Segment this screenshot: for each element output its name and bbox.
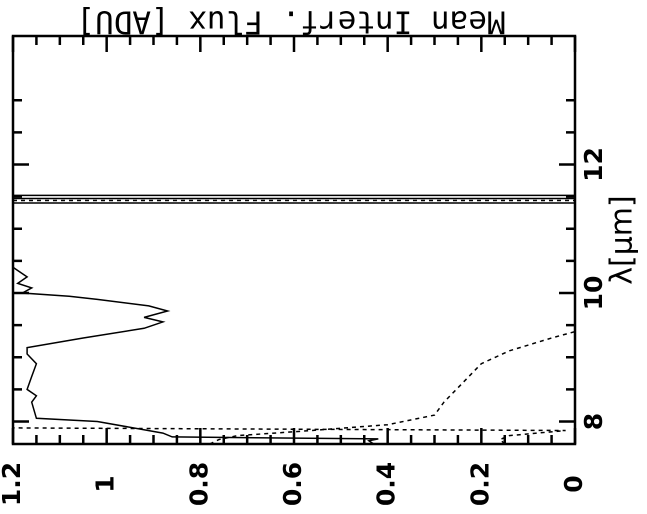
flux-tick-label: 0.6 (278, 462, 307, 506)
series-line-2 (209, 330, 576, 445)
lambda-tick-label: 10 (579, 276, 608, 311)
flux-tick-label: 0.8 (184, 462, 213, 506)
flux-tick-label: 0.4 (372, 462, 401, 506)
flux-tick-label: 1 (91, 475, 120, 492)
lambda-tick-label: 12 (579, 147, 608, 182)
axis-tick-labels: 8 10 12 0 0.2 0.4 0.6 0.8 1 1.2 (0, 147, 608, 506)
lambda-tick-label: 8 (579, 413, 608, 430)
y-axis-title: Mean Interf. Flux [ADU] (76, 4, 505, 40)
series-layer (12, 266, 576, 445)
flux-tick-label: 1.2 (0, 462, 26, 506)
axis-ticks (11, 36, 577, 444)
series-line-3 (12, 427, 566, 445)
plot-frame (11, 34, 577, 446)
flux-tick-label: 0.2 (465, 462, 494, 506)
flux-tick-label: 0 (559, 475, 588, 492)
x-axis-title: λ[μm] (605, 195, 640, 284)
series-line-1 (12, 266, 379, 445)
vertical-lines-layer (13, 194, 575, 204)
